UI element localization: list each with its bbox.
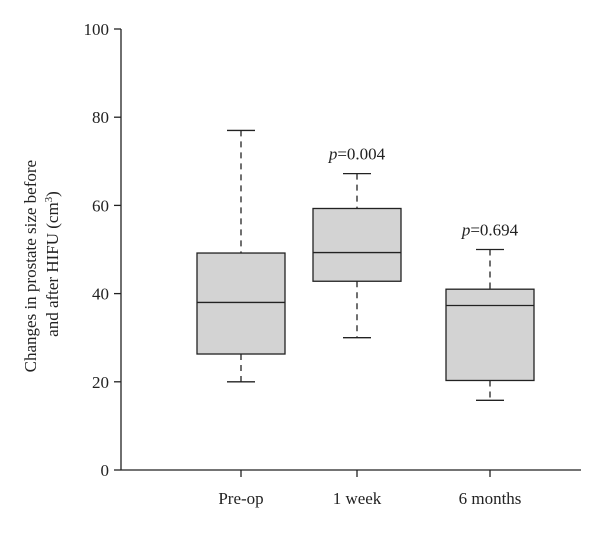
y-tick-label: 40	[92, 285, 109, 304]
p-symbol: p	[328, 145, 338, 164]
y-axis-title-line2: and after HIFU (cm	[43, 202, 62, 337]
y-tick-label: 20	[92, 373, 109, 392]
y-tick-label: 60	[92, 196, 109, 215]
y-axis-title-line1: Changes in prostate size before	[21, 160, 40, 372]
y-axis-title: Changes in prostate size before and afte…	[21, 156, 62, 373]
iqr-box	[196, 252, 286, 355]
iqr-box	[312, 207, 402, 282]
iqr-box	[445, 288, 535, 382]
box-group	[445, 248, 535, 401]
y-tick-label: 0	[101, 461, 110, 480]
x-category-label: Pre-op	[218, 489, 263, 508]
box-group	[196, 129, 286, 383]
y-tick-label: 80	[92, 108, 109, 127]
x-category-label: 6 months	[459, 489, 522, 508]
y-axis-title-sup: 3	[43, 196, 55, 202]
box-group	[312, 172, 402, 339]
p-value: =0.004	[337, 145, 385, 164]
p-symbol: p	[461, 221, 471, 240]
y-tick-label: 100	[84, 20, 110, 39]
p-value-annotation: p=0.004	[328, 145, 386, 164]
y-axis-title-close: )	[43, 191, 62, 197]
x-category-label: 1 week	[333, 489, 382, 508]
p-value: =0.694	[470, 221, 518, 240]
p-value-annotation: p=0.694	[461, 221, 519, 240]
